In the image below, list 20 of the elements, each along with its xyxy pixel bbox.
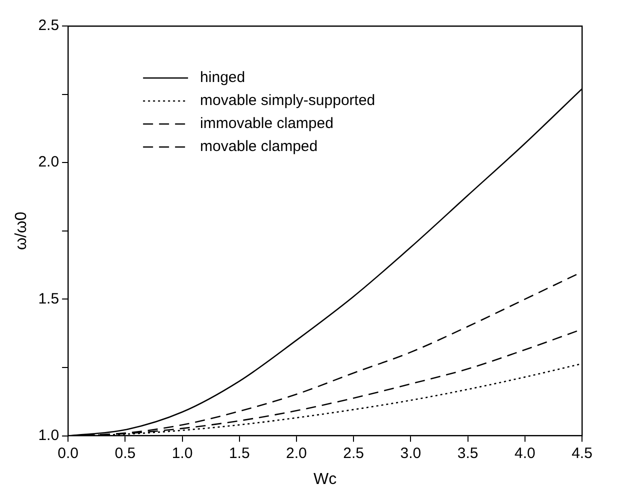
x-tick-label: 1.5 — [228, 444, 250, 462]
x-tick-label: 1.0 — [172, 444, 193, 462]
x-tick-label: 4.0 — [514, 444, 536, 462]
x-tick-label: 0.5 — [114, 444, 136, 462]
x-tick-label: 2.0 — [286, 444, 307, 462]
legend-label: hinged — [200, 69, 246, 86]
y-axis-title: ω/ω0 — [13, 212, 30, 250]
y-tick-label: 1.5 — [38, 290, 60, 308]
y-tick-label: 1.0 — [38, 426, 60, 444]
legend-label: movable clamped — [200, 138, 318, 156]
x-tick-label: 3.0 — [400, 444, 422, 462]
x-axis-title: Wc — [313, 470, 337, 488]
y-tick-label: 2.5 — [38, 17, 60, 34]
legend-label: immovable clamped — [200, 115, 334, 132]
y-tick-label: 2.0 — [38, 154, 60, 171]
x-tick-label: 3.5 — [457, 444, 478, 462]
x-tick-label: 0.0 — [58, 444, 78, 462]
x-tick-label: 4.5 — [572, 444, 592, 462]
x-tick-label: 2.5 — [343, 444, 364, 462]
legend-label: movable simply-supported — [200, 92, 376, 110]
